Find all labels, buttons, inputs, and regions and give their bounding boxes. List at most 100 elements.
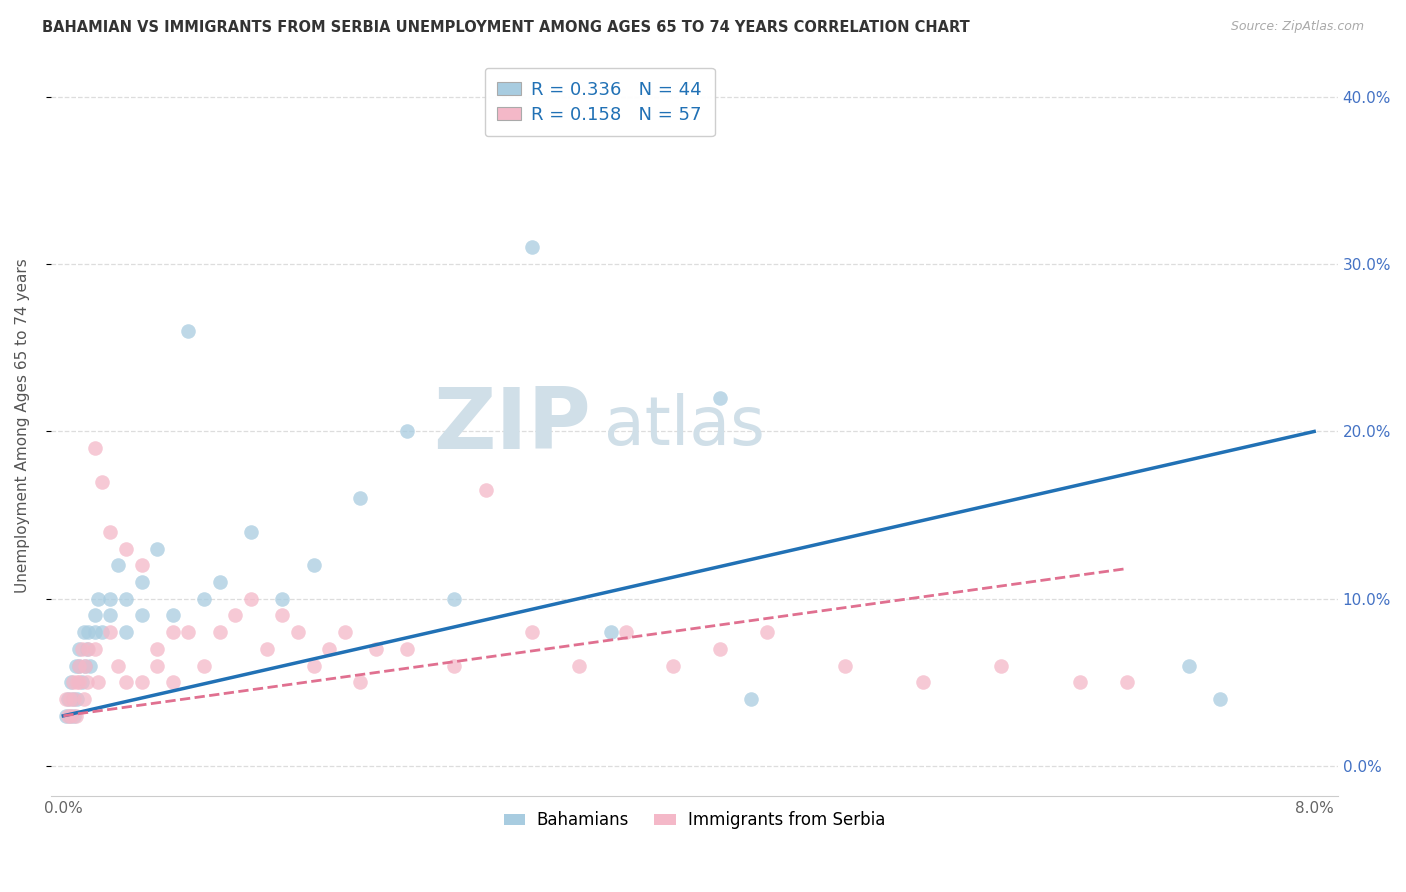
Point: [568, 658, 591, 673]
Point: [834, 658, 856, 673]
Point: [239, 591, 262, 606]
Point: [1069, 675, 1091, 690]
Text: atlas: atlas: [605, 392, 765, 458]
Point: [193, 591, 215, 606]
Point: [67, 658, 90, 673]
Point: [614, 625, 637, 640]
Point: [162, 625, 184, 640]
Point: [62, 692, 84, 706]
Point: [65, 658, 87, 673]
Point: [443, 591, 465, 606]
Point: [75, 658, 97, 673]
Point: [73, 625, 96, 640]
Point: [79, 658, 101, 673]
Point: [83, 641, 105, 656]
Point: [522, 240, 544, 254]
Point: [990, 658, 1012, 673]
Point: [77, 641, 100, 656]
Point: [208, 625, 231, 640]
Legend: Bahamians, Immigrants from Serbia: Bahamians, Immigrants from Serbia: [496, 805, 891, 836]
Point: [56, 708, 79, 723]
Point: [177, 324, 200, 338]
Point: [224, 608, 246, 623]
Point: [349, 491, 371, 506]
Point: [333, 625, 356, 640]
Point: [115, 625, 138, 640]
Point: [755, 625, 778, 640]
Point: [115, 591, 138, 606]
Point: [91, 625, 114, 640]
Point: [98, 524, 121, 539]
Point: [63, 692, 86, 706]
Point: [364, 641, 387, 656]
Point: [193, 658, 215, 673]
Point: [83, 441, 105, 455]
Point: [87, 675, 110, 690]
Point: [66, 675, 89, 690]
Point: [70, 641, 93, 656]
Point: [131, 675, 153, 690]
Point: [60, 708, 83, 723]
Point: [87, 591, 110, 606]
Point: [67, 675, 90, 690]
Point: [287, 625, 309, 640]
Point: [131, 608, 153, 623]
Point: [91, 475, 114, 489]
Point: [318, 641, 340, 656]
Point: [396, 425, 419, 439]
Y-axis label: Unemployment Among Ages 65 to 74 years: Unemployment Among Ages 65 to 74 years: [15, 259, 30, 593]
Point: [62, 675, 84, 690]
Point: [58, 708, 80, 723]
Point: [912, 675, 935, 690]
Point: [70, 675, 93, 690]
Point: [740, 692, 762, 706]
Point: [77, 625, 100, 640]
Point: [239, 524, 262, 539]
Point: [146, 641, 169, 656]
Point: [98, 625, 121, 640]
Point: [58, 692, 80, 706]
Point: [67, 658, 90, 673]
Point: [349, 675, 371, 690]
Point: [474, 483, 496, 497]
Point: [83, 608, 105, 623]
Point: [302, 558, 325, 573]
Point: [98, 591, 121, 606]
Point: [1209, 692, 1232, 706]
Point: [76, 641, 98, 656]
Point: [709, 391, 731, 405]
Point: [1178, 658, 1201, 673]
Point: [146, 658, 169, 673]
Point: [66, 692, 89, 706]
Point: [65, 708, 87, 723]
Point: [162, 608, 184, 623]
Point: [56, 692, 79, 706]
Point: [146, 541, 169, 556]
Point: [83, 625, 105, 640]
Point: [443, 658, 465, 673]
Point: [107, 558, 129, 573]
Point: [271, 608, 294, 623]
Point: [55, 708, 77, 723]
Point: [208, 574, 231, 589]
Point: [107, 658, 129, 673]
Point: [599, 625, 621, 640]
Point: [709, 641, 731, 656]
Point: [271, 591, 294, 606]
Point: [256, 641, 278, 656]
Point: [115, 541, 138, 556]
Point: [73, 692, 96, 706]
Point: [55, 692, 77, 706]
Point: [76, 675, 98, 690]
Point: [302, 658, 325, 673]
Point: [162, 675, 184, 690]
Point: [75, 658, 97, 673]
Point: [60, 675, 83, 690]
Point: [131, 558, 153, 573]
Point: [1115, 675, 1137, 690]
Point: [522, 625, 544, 640]
Point: [177, 625, 200, 640]
Point: [98, 608, 121, 623]
Point: [67, 641, 90, 656]
Text: BAHAMIAN VS IMMIGRANTS FROM SERBIA UNEMPLOYMENT AMONG AGES 65 TO 74 YEARS CORREL: BAHAMIAN VS IMMIGRANTS FROM SERBIA UNEMP…: [42, 20, 970, 35]
